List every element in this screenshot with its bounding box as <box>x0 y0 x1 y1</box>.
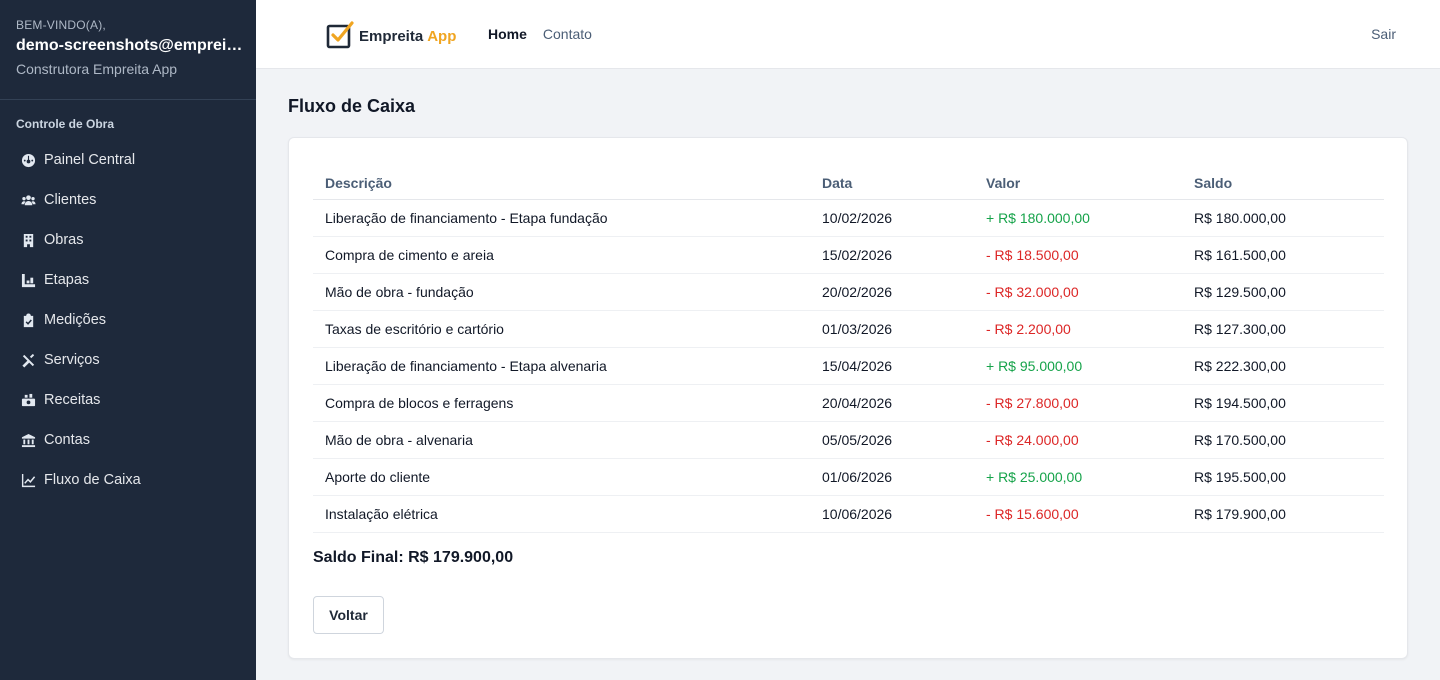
cell-data: 15/04/2026 <box>822 347 986 384</box>
sidebar-section-title: Controle de Obra <box>0 100 256 140</box>
sidebar-item-label: Fluxo de Caixa <box>44 472 141 488</box>
cash-flow-card: Descrição Data Valor Saldo Liberação de … <box>288 137 1408 659</box>
cell-descricao: Instalação elétrica <box>313 495 822 532</box>
logout-link[interactable]: Sair <box>1371 26 1396 42</box>
sidebar-item-label: Clientes <box>44 192 96 208</box>
sidebar-item-servicos[interactable]: Serviços <box>0 340 256 380</box>
final-balance: Saldo Final: R$ 179.900,00 <box>313 549 513 567</box>
cell-valor: + R$ 95.000,00 <box>986 347 1194 384</box>
cell-data: 01/03/2026 <box>822 310 986 347</box>
table-row: Compra de blocos e ferragens 20/04/2026- … <box>313 384 1384 421</box>
cash-icon <box>20 392 36 408</box>
table-row: Taxas de escritório e cartório 01/03/2026… <box>313 310 1384 347</box>
sidebar-item-label: Medições <box>44 312 106 328</box>
welcome-label: BEM-VINDO(A), <box>16 18 240 32</box>
cell-valor: - R$ 18.500,00 <box>986 236 1194 273</box>
cell-data: 05/05/2026 <box>822 421 986 458</box>
cell-saldo: R$ 180.000,00 <box>1194 199 1384 236</box>
dashboard-icon <box>20 152 36 168</box>
nav-home-link[interactable]: Home <box>488 26 527 42</box>
sidebar-item-label: Etapas <box>44 272 89 288</box>
cell-valor: - R$ 15.600,00 <box>986 495 1194 532</box>
table-row: Mão de obra - fundação 20/02/2026- R$ 32.… <box>313 273 1384 310</box>
sidebar-item-receitas[interactable]: Receitas <box>0 380 256 420</box>
page-title: Fluxo de Caixa <box>288 96 415 117</box>
table-header-row: Descrição Data Valor Saldo <box>313 162 1384 199</box>
clipboard-icon <box>20 312 36 328</box>
tools-icon <box>20 352 36 368</box>
cell-valor: - R$ 2.200,00 <box>986 310 1194 347</box>
table-row: Liberação de financiamento - Etapa funda… <box>313 199 1384 236</box>
sidebar: BEM-VINDO(A), demo-screenshots@empreitaa… <box>0 0 256 680</box>
cell-valor: - R$ 32.000,00 <box>986 273 1194 310</box>
top-navbar: Empreita App Home Contato Sair <box>256 0 1440 69</box>
cell-saldo: R$ 161.500,00 <box>1194 236 1384 273</box>
cell-data: 10/02/2026 <box>822 199 986 236</box>
back-button[interactable]: Voltar <box>313 596 384 634</box>
bank-icon <box>20 432 36 448</box>
sidebar-item-contas[interactable]: Contas <box>0 420 256 460</box>
cell-saldo: R$ 129.500,00 <box>1194 273 1384 310</box>
users-icon <box>20 192 36 208</box>
cell-data: 20/02/2026 <box>822 273 986 310</box>
table-row: Instalação elétrica 10/06/2026- R$ 15.600… <box>313 495 1384 532</box>
cell-saldo: R$ 194.500,00 <box>1194 384 1384 421</box>
sidebar-item-label: Obras <box>44 232 84 248</box>
column-header-valor: Valor <box>986 162 1194 199</box>
sidebar-item-fluxo-de-caixa[interactable]: Fluxo de Caixa <box>0 460 256 500</box>
brand-name: Empreita <box>359 28 423 45</box>
checkbox-logo-icon <box>326 21 354 49</box>
cell-data: 20/04/2026 <box>822 384 986 421</box>
sidebar-item-label: Contas <box>44 432 90 448</box>
cell-valor: + R$ 180.000,00 <box>986 199 1194 236</box>
table-row: Mão de obra - alvenaria 05/05/2026- R$ 24… <box>313 421 1384 458</box>
cell-descricao: Taxas de escritório e cartório <box>313 310 822 347</box>
cell-descricao: Liberação de financiamento - Etapa funda… <box>313 199 822 236</box>
sidebar-item-etapas[interactable]: Etapas <box>0 260 256 300</box>
sidebar-item-label: Painel Central <box>44 152 135 168</box>
cell-descricao: Liberação de financiamento - Etapa alven… <box>313 347 822 384</box>
column-header-descricao: Descrição <box>313 162 822 199</box>
cell-descricao: Aporte do cliente <box>313 458 822 495</box>
column-header-saldo: Saldo <box>1194 162 1384 199</box>
cell-data: 01/06/2026 <box>822 458 986 495</box>
welcome-block: BEM-VINDO(A), demo-screenshots@empreitaa… <box>0 0 256 100</box>
sidebar-item-obras[interactable]: Obras <box>0 220 256 260</box>
cell-descricao: Mão de obra - fundação <box>313 273 822 310</box>
brand-accent: App <box>427 28 456 45</box>
stairs-icon <box>20 272 36 288</box>
cell-valor: + R$ 25.000,00 <box>986 458 1194 495</box>
cell-valor: - R$ 24.000,00 <box>986 421 1194 458</box>
sidebar-item-clientes[interactable]: Clientes <box>0 180 256 220</box>
cell-data: 15/02/2026 <box>822 236 986 273</box>
cell-saldo: R$ 127.300,00 <box>1194 310 1384 347</box>
cell-saldo: R$ 179.900,00 <box>1194 495 1384 532</box>
sidebar-item-medicoes[interactable]: Medições <box>0 300 256 340</box>
cell-data: 10/06/2026 <box>822 495 986 532</box>
app-logo[interactable]: Empreita App <box>326 21 456 49</box>
company-name: Construtora Empreita App <box>16 61 240 77</box>
nav-contato-link[interactable]: Contato <box>543 26 592 42</box>
building-icon <box>20 232 36 248</box>
column-header-data: Data <box>822 162 986 199</box>
cell-descricao: Compra de blocos e ferragens <box>313 384 822 421</box>
cell-saldo: R$ 195.500,00 <box>1194 458 1384 495</box>
table-row: Compra de cimento e areia 15/02/2026- R$ … <box>313 236 1384 273</box>
sidebar-item-painel-central[interactable]: Painel Central <box>0 140 256 180</box>
table-row: Aporte do cliente 01/06/2026 + R$ 25.000,0… <box>313 458 1384 495</box>
line-chart-icon <box>20 472 36 488</box>
sidebar-item-label: Receitas <box>44 392 100 408</box>
cell-descricao: Mão de obra - alvenaria <box>313 421 822 458</box>
top-nav: Home Contato <box>488 26 592 42</box>
cell-valor: - R$ 27.800,00 <box>986 384 1194 421</box>
cell-descricao: Compra de cimento e areia <box>313 236 822 273</box>
cash-flow-table: Descrição Data Valor Saldo Liberação de … <box>313 162 1384 533</box>
table-row: Liberação de financiamento - Etapa alven… <box>313 347 1384 384</box>
cell-saldo: R$ 170.500,00 <box>1194 421 1384 458</box>
sidebar-item-label: Serviços <box>44 352 100 368</box>
cell-saldo: R$ 222.300,00 <box>1194 347 1384 384</box>
user-email: demo-screenshots@empreitaapp.com.br <box>16 37 244 55</box>
